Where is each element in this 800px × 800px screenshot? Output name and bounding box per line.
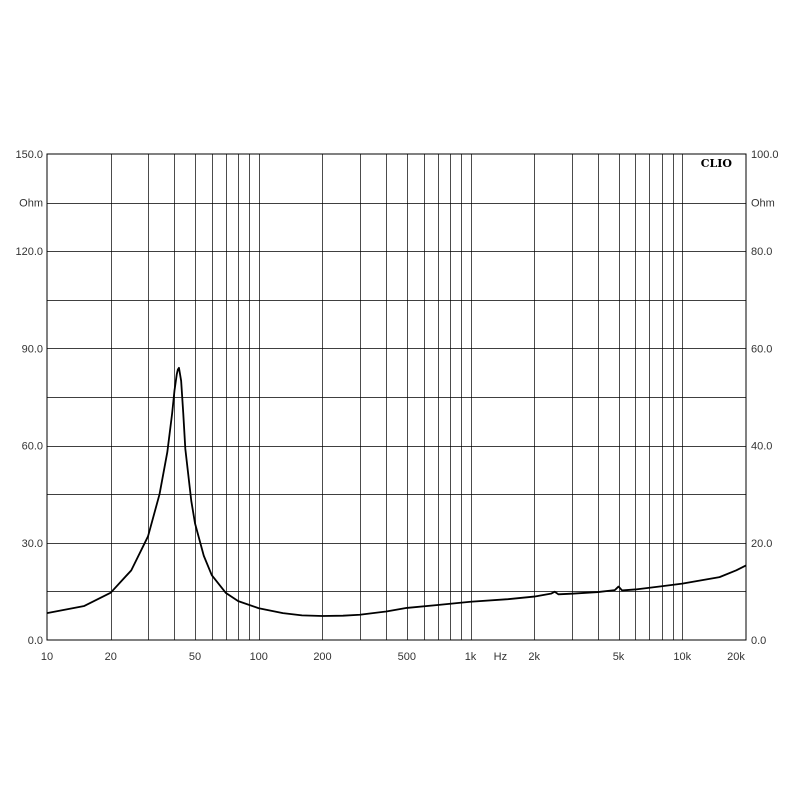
x-tick-label: 20k bbox=[727, 651, 745, 663]
x-tick-label: 50 bbox=[189, 651, 201, 663]
right-tick-label: 40.0 bbox=[751, 441, 772, 453]
grid bbox=[47, 154, 746, 640]
x-tick-label: 200 bbox=[313, 651, 331, 663]
left-tick-label: 60.0 bbox=[22, 441, 43, 453]
plot-frame bbox=[46, 153, 747, 641]
left-axis: 150.0 120.0 90.0 60.0 30.0 0.0 bbox=[15, 149, 43, 647]
impedance-curve bbox=[46, 366, 747, 617]
x-tick-label: 2k bbox=[528, 651, 540, 663]
left-tick-label: 30.0 bbox=[22, 538, 43, 550]
right-tick-label: 80.0 bbox=[751, 246, 772, 258]
right-tick-label: 20.0 bbox=[751, 538, 772, 550]
left-tick-label: 120.0 bbox=[15, 246, 43, 258]
x-axis: 10 20 50 100 200 500 1k 2k 5k 10k 20k bbox=[41, 651, 745, 663]
series-layer bbox=[46, 366, 747, 617]
left-tick-label: 150.0 bbox=[15, 149, 43, 161]
left-axis-unit: Ohm bbox=[19, 198, 43, 210]
right-axis-unit: Ohm bbox=[751, 198, 775, 210]
x-tick-label: 500 bbox=[398, 651, 416, 663]
right-tick-label: 60.0 bbox=[751, 343, 772, 355]
x-tick-label: 10 bbox=[41, 651, 53, 663]
right-tick-label: 100.0 bbox=[751, 149, 779, 161]
x-axis-unit: Hz bbox=[494, 651, 507, 663]
x-tick-label: 20 bbox=[105, 651, 117, 663]
right-tick-label: 0.0 bbox=[751, 635, 766, 647]
left-tick-label: 0.0 bbox=[28, 635, 43, 647]
x-tick-label: 10k bbox=[673, 651, 691, 663]
x-tick-label: 5k bbox=[613, 651, 625, 663]
x-tick-label: 1k bbox=[465, 651, 477, 663]
right-axis: 100.0 80.0 60.0 40.0 20.0 0.0 bbox=[751, 149, 779, 647]
left-tick-label: 90.0 bbox=[22, 343, 43, 355]
brand-label: CLIO bbox=[701, 157, 733, 170]
x-tick-label: 100 bbox=[250, 651, 268, 663]
